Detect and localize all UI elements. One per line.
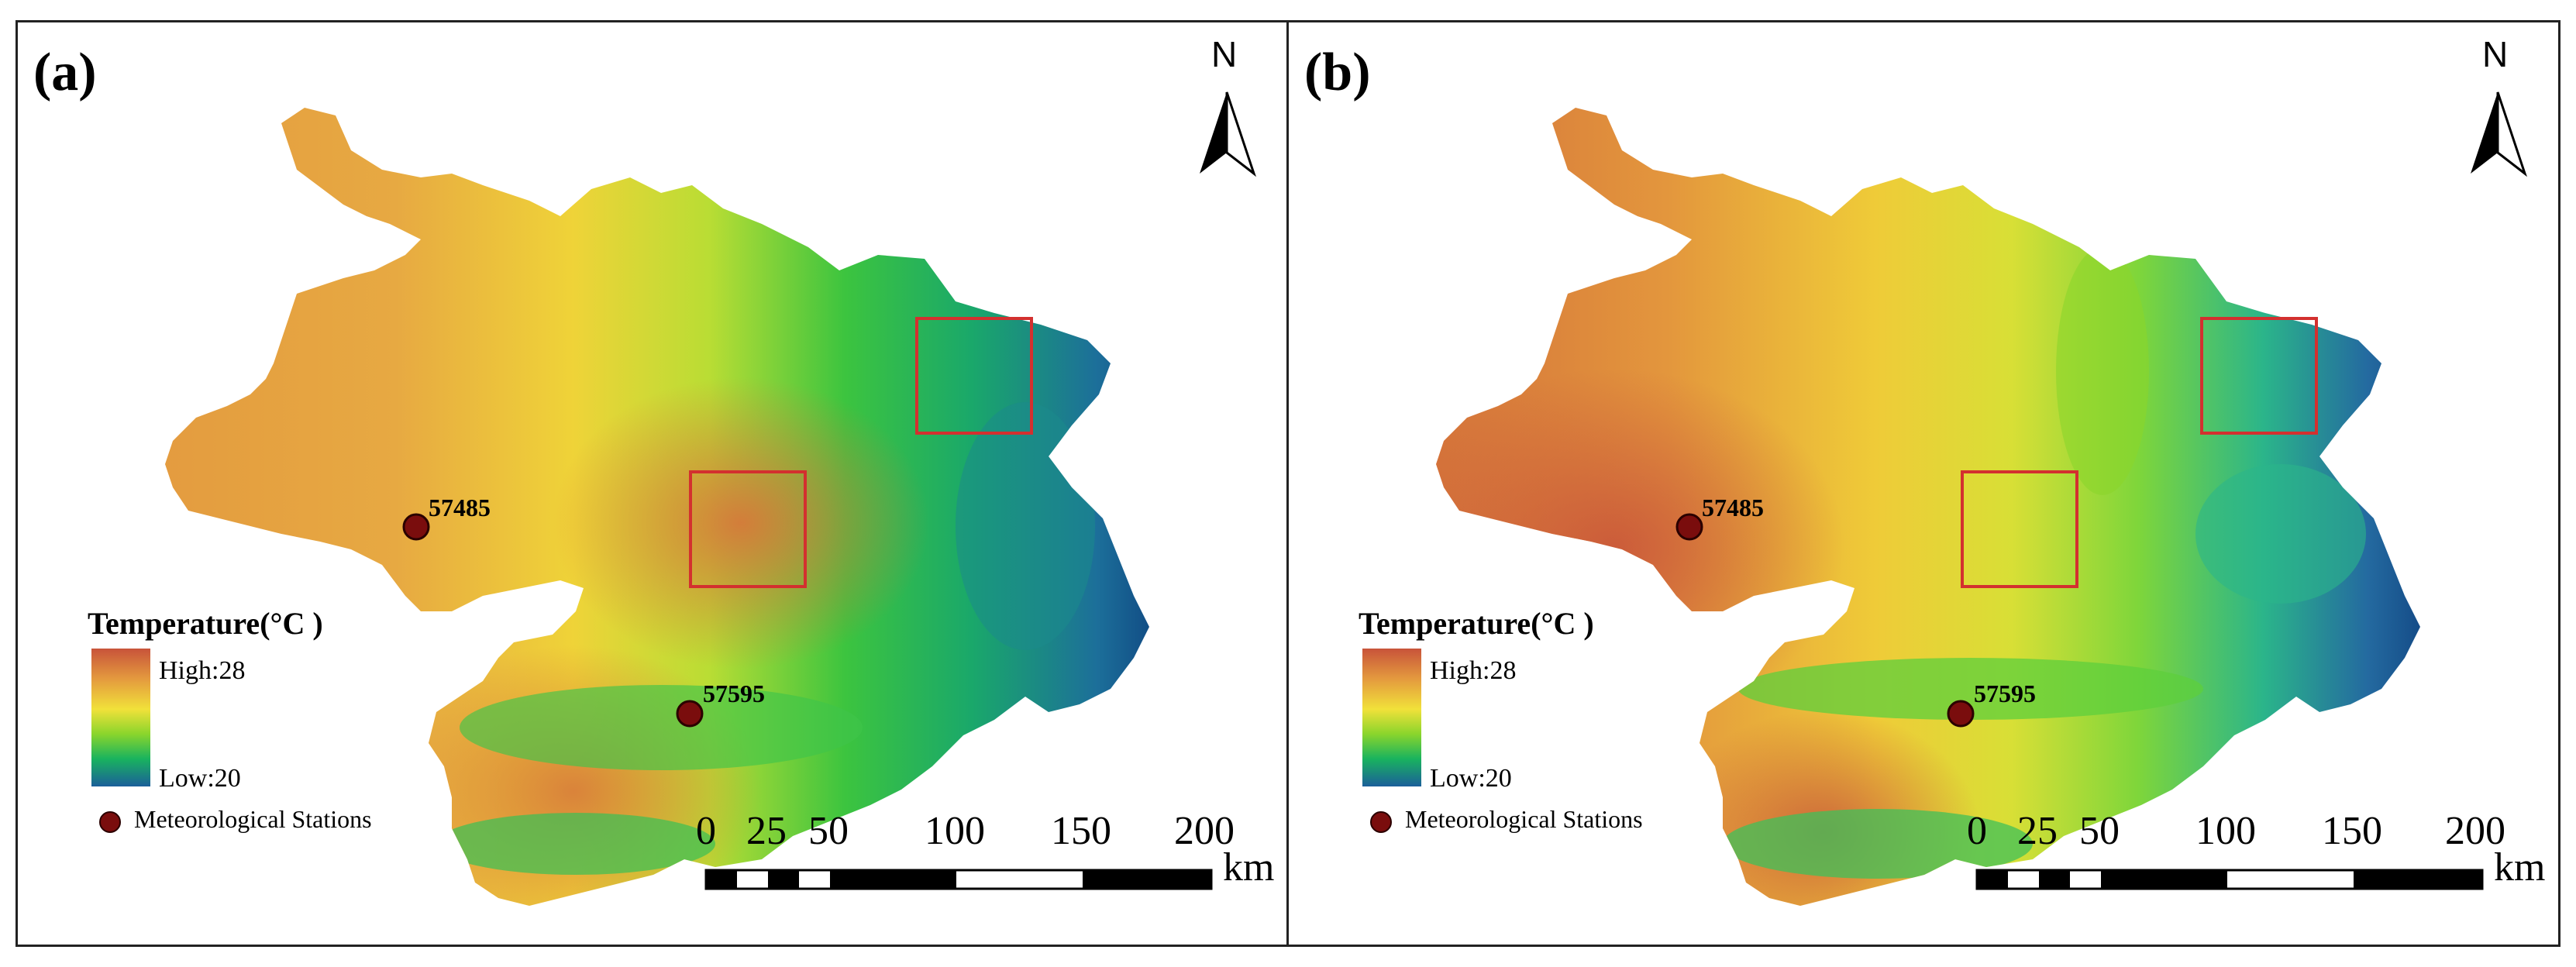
study-box-north-east [915, 317, 1033, 435]
scale-tick-label: 150 [2322, 809, 2382, 853]
station-57595-marker [676, 700, 704, 728]
study-box-center [689, 470, 807, 588]
north-arrow-icon [2471, 91, 2527, 177]
panel-divider [1286, 20, 1289, 947]
station-57595-marker [1947, 700, 1975, 728]
study-box-north-east [2200, 317, 2318, 435]
legend-low-label: Low:20 [1430, 764, 1512, 793]
legend-low-label: Low:20 [159, 764, 241, 793]
scale-tick-label: 100 [925, 809, 985, 853]
scale-tick-label: 25 [2017, 809, 2058, 853]
scale-tick-label: 100 [2195, 809, 2256, 853]
temperature-map-a [165, 91, 1256, 906]
map-panel-a: (a) N Temperature(°C ) High:28 Low:20 Me… [18, 22, 1286, 945]
legend-high-label: High:28 [1430, 656, 1517, 685]
station-marker-icon [99, 811, 121, 833]
scale-unit-label: km [2494, 845, 2546, 890]
map-region-a [165, 108, 1149, 906]
station-57485-marker [1675, 513, 1703, 541]
scale-unit-label: km [1223, 845, 1275, 890]
panel-label: (b) [1304, 43, 1371, 102]
scale-tick-label: 150 [1051, 809, 1111, 853]
legend-station-label: Meteorological Stations [1405, 805, 1643, 833]
map-region-b [1436, 108, 2420, 906]
scale-tick-label: 0 [1967, 809, 1987, 853]
legend-high-label: High:28 [159, 656, 246, 685]
scale-bar [1975, 869, 2484, 890]
north-label: N [1211, 34, 1238, 74]
scale-tick-label: 50 [2079, 809, 2120, 853]
map-panel-b: (b) N Temperature(°C ) High:28 Low:20 Me… [1289, 22, 2557, 945]
station-label-57485: 57485 [1702, 494, 1764, 521]
station-label-57595: 57595 [703, 680, 765, 707]
legend-title: Temperature(°C ) [1359, 606, 1594, 641]
north-arrow-icon [1200, 91, 1256, 177]
panel-label: (a) [33, 43, 97, 102]
north-label: N [2482, 34, 2509, 74]
station-marker-icon [1370, 811, 1392, 833]
scale-tick-label: 200 [1174, 809, 1235, 853]
legend-color-ramp [91, 649, 150, 786]
legend-color-ramp [1362, 649, 1421, 786]
station-label-57595: 57595 [1974, 680, 2036, 707]
station-57485-marker [402, 513, 430, 541]
scale-tick-label: 200 [2445, 809, 2505, 853]
legend-station-label: Meteorological Stations [134, 805, 372, 833]
scale-tick-label: 50 [808, 809, 849, 853]
scale-bar [704, 869, 1213, 890]
scale-tick-label: 25 [746, 809, 787, 853]
legend-title: Temperature(°C ) [88, 606, 323, 641]
station-label-57485: 57485 [429, 494, 491, 521]
temperature-map-b [1436, 91, 2527, 906]
scale-tick-label: 0 [696, 809, 716, 853]
study-box-center [1961, 470, 2078, 588]
